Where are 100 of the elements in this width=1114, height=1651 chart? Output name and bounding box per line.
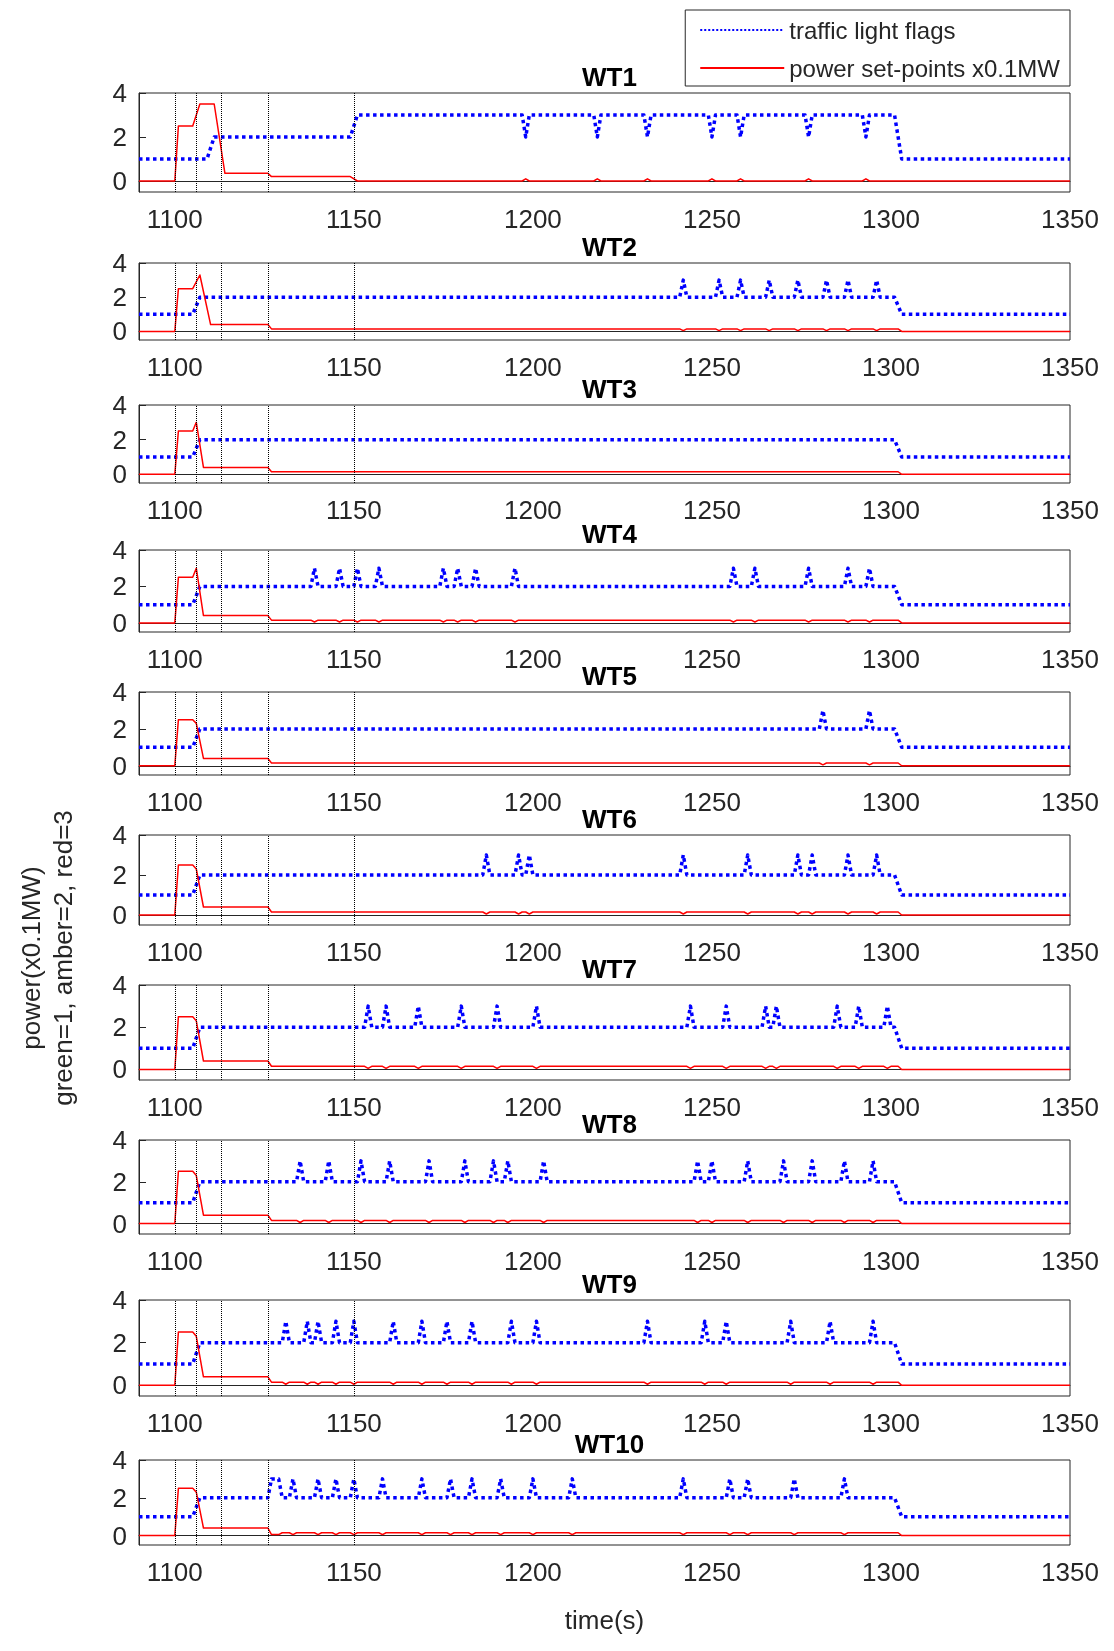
line-series	[138, 274, 1071, 333]
x-tick-label: 1300	[862, 787, 920, 817]
x-tick-label: 1150	[325, 1092, 382, 1122]
y-tick-label: 0	[112, 1370, 127, 1401]
x-tick-label: 1200	[503, 204, 562, 234]
y-tick-label: 4	[112, 535, 127, 565]
chart-title: WT5	[582, 661, 637, 691]
x-tick-label: 1150	[325, 787, 382, 817]
x-tick-label: 1350	[1041, 937, 1099, 967]
line-series	[138, 567, 1071, 624]
x-tick-label: 1300	[862, 495, 920, 525]
line-series	[138, 1487, 1071, 1537]
x-tick-label: 1250	[683, 1408, 741, 1438]
y-tick-label: 0	[112, 1208, 127, 1239]
x-tick-label: 1350	[1041, 644, 1099, 674]
x-tick-label: 1200	[503, 787, 562, 817]
x-tick-label: 1300	[862, 1246, 920, 1276]
x-tick-label: 1250	[683, 495, 741, 525]
x-tick-label: 1350	[1041, 495, 1099, 525]
y-tick-label: 4	[112, 78, 127, 108]
y-tick-label: 0	[112, 166, 127, 196]
x-tick-label: 1150	[325, 644, 382, 674]
y-tick-label: 4	[112, 248, 127, 278]
x-tick-label: 1250	[683, 937, 741, 967]
y-tick-label: 0	[112, 1054, 127, 1085]
y-tick-label: 2	[112, 424, 127, 455]
x-tick-label: 1300	[862, 352, 920, 382]
x-tick-label: 1200	[503, 352, 562, 382]
x-tick-label: 1150	[325, 204, 382, 234]
x-tick-label: 1250	[683, 204, 741, 234]
y-tick-label: 4	[112, 677, 127, 707]
line-series	[138, 864, 1071, 916]
x-tick-label: 1350	[1041, 1092, 1099, 1122]
y-axis-title: power(x0.1MW) green=1, amber=2, red=3	[15, 810, 79, 1106]
y-tick-label: 4	[112, 1285, 127, 1315]
x-tick-label: 1150	[325, 352, 382, 382]
x-tick-label: 1200	[503, 1092, 562, 1122]
y-tick-label: 2	[112, 122, 127, 152]
y-tick-label: 0	[112, 607, 127, 638]
x-tick-label: 1350	[1041, 352, 1099, 382]
x-tick-label: 1300	[862, 204, 920, 234]
x-tick-label: 1350	[1041, 787, 1099, 817]
x-axis-title: time(s)	[564, 1605, 645, 1635]
chart-title: WT1	[582, 62, 637, 92]
y-tick-label: 2	[112, 282, 127, 313]
x-tick-label: 1350	[1041, 204, 1099, 234]
chart-title: WT2	[582, 232, 637, 262]
legend-label: traffic light flags	[789, 16, 956, 44]
y-tick-label: 2	[112, 1012, 127, 1043]
x-tick-label: 1200	[503, 1408, 562, 1438]
line-series	[138, 103, 1071, 182]
chart-title: WT10	[574, 1429, 645, 1459]
line-series	[138, 1015, 1071, 1071]
y-tick-label: 0	[112, 1520, 127, 1551]
y-tick-label: 2	[112, 860, 127, 890]
x-tick-label: 1300	[862, 937, 920, 967]
y-tick-label: 0	[112, 900, 127, 930]
x-tick-label: 1100	[146, 1557, 203, 1587]
x-tick-label: 1100	[146, 1246, 203, 1276]
x-tick-label: 1350	[1041, 1557, 1099, 1587]
y-tick-label: 4	[112, 1125, 127, 1155]
chart-title: WT4	[582, 519, 638, 549]
chart-title: WT7	[582, 954, 637, 984]
y-tick-label: 4	[112, 970, 127, 1000]
x-tick-label: 1200	[503, 937, 562, 967]
y-tick-label: 4	[112, 820, 127, 850]
x-tick-label: 1300	[862, 1408, 920, 1438]
x-tick-label: 1350	[1041, 1408, 1099, 1438]
y-tick-label: 4	[112, 390, 127, 420]
x-tick-label: 1250	[683, 644, 741, 674]
x-tick-label: 1150	[325, 1246, 382, 1276]
line-series	[138, 718, 1071, 767]
x-tick-label: 1100	[146, 1092, 203, 1122]
chart-title: WT3	[582, 374, 637, 404]
line-series	[138, 421, 1071, 476]
x-tick-label: 1250	[683, 352, 741, 382]
x-tick-label: 1250	[683, 1092, 741, 1122]
line-series	[138, 1170, 1071, 1225]
chart-title: WT9	[582, 1269, 637, 1299]
x-tick-label: 1100	[146, 644, 203, 674]
x-tick-label: 1100	[146, 495, 203, 525]
x-tick-label: 1300	[862, 644, 920, 674]
x-tick-label: 1150	[325, 1408, 382, 1438]
x-tick-label: 1250	[683, 1557, 741, 1587]
chart-title: WT6	[582, 804, 637, 834]
x-tick-label: 1100	[146, 204, 203, 234]
y-tick-label: 2	[112, 1327, 127, 1358]
y-tick-label: 2	[112, 713, 127, 744]
legend-label: power set-points x0.1MW	[789, 54, 1061, 82]
x-tick-label: 1300	[862, 1557, 920, 1587]
x-tick-label: 1200	[503, 1557, 562, 1587]
x-tick-label: 1150	[325, 937, 382, 967]
x-tick-label: 1200	[503, 644, 562, 674]
y-tick-label: 0	[112, 459, 127, 490]
x-tick-label: 1250	[683, 787, 741, 817]
x-tick-label: 1100	[146, 1408, 203, 1438]
y-tick-label: 2	[112, 1482, 127, 1513]
x-tick-label: 1100	[146, 937, 203, 967]
line-series	[138, 1331, 1071, 1387]
x-tick-label: 1250	[683, 1246, 741, 1276]
